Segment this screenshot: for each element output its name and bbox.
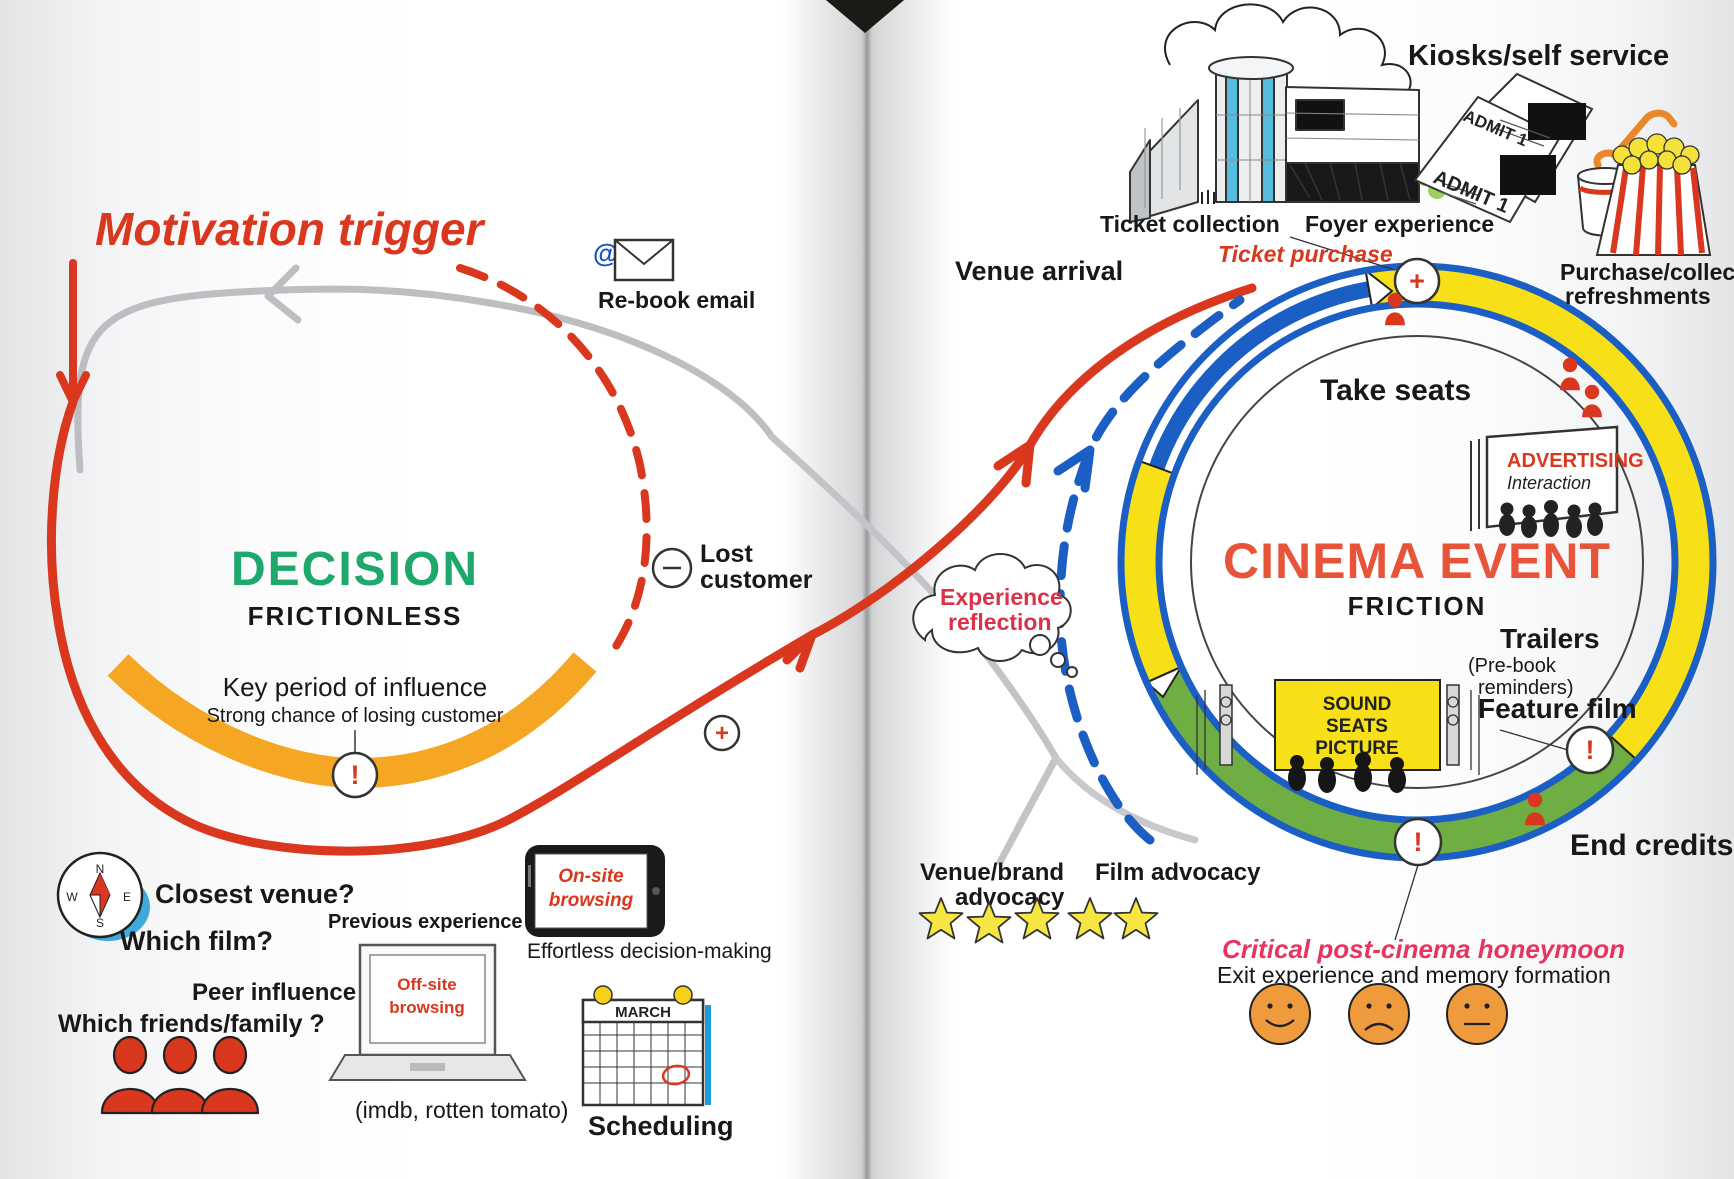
svg-text:Kiosks/self service: Kiosks/self service <box>1408 40 1669 72</box>
svg-text:refreshments: refreshments <box>1565 283 1711 309</box>
svg-text:Foyer experience: Foyer experience <box>1305 211 1494 237</box>
svg-text:Purchase/collect: Purchase/collect <box>1560 259 1734 285</box>
svg-text:Ticket collection: Ticket collection <box>1100 211 1280 237</box>
